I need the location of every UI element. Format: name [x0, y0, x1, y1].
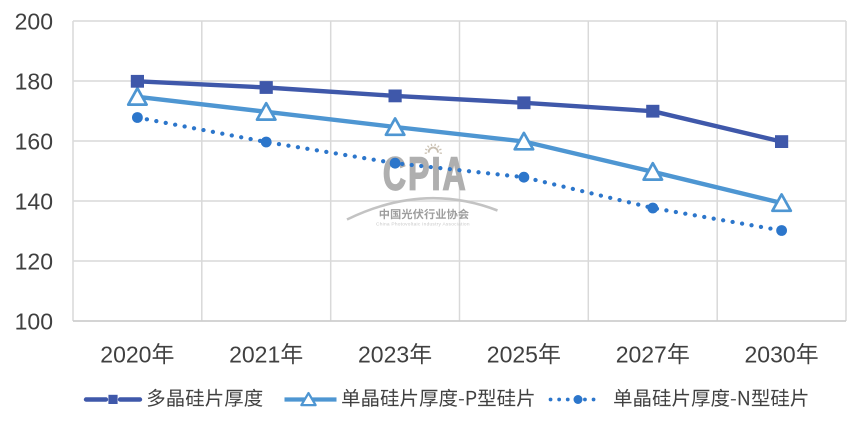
svg-text:100: 100 [15, 308, 53, 334]
svg-text:2023: 2023 [358, 341, 409, 367]
svg-text:2021: 2021 [229, 341, 280, 367]
svg-text:2025: 2025 [487, 341, 538, 367]
svg-text:2020: 2020 [100, 341, 151, 367]
svg-text:140: 140 [15, 188, 53, 214]
svg-text:2027: 2027 [616, 341, 667, 367]
svg-text:China Photovoltaic Industry As: China Photovoltaic Industry Association [376, 222, 470, 228]
svg-text:120: 120 [15, 248, 53, 274]
svg-text:180: 180 [15, 68, 53, 94]
svg-text:200: 200 [15, 8, 53, 34]
svg-text:2030: 2030 [745, 341, 796, 367]
svg-text:160: 160 [15, 128, 53, 154]
